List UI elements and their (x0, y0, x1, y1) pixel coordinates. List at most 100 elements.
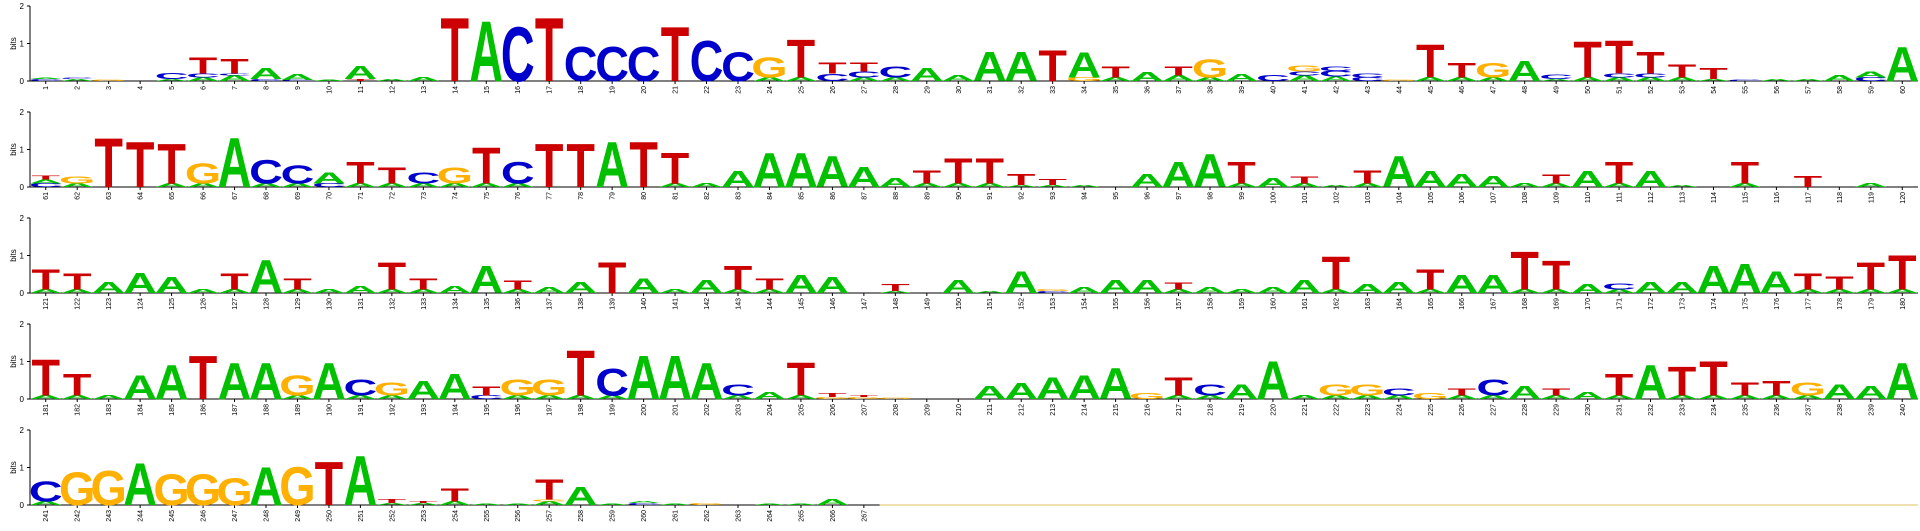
glyph-T-pos-90: T (944, 150, 973, 191)
x-tick-label: 76 (515, 192, 522, 200)
glyph-A-pos-93: A (1036, 185, 1070, 188)
x-tick-label: 74 (452, 192, 459, 200)
glyph-A-pos-75: A (469, 182, 503, 188)
glyph-A-pos-91: A (973, 182, 1007, 188)
glyph-A-pos-51: A (1602, 76, 1636, 82)
x-tick-label: 236 (1774, 404, 1781, 416)
glyph-G-pos-153: G (1034, 289, 1070, 292)
glyph-C-pos-22: C (690, 31, 724, 95)
x-tick-label: 105 (1428, 192, 1435, 204)
glyph-T-pos-50: T (1573, 31, 1602, 89)
glyph-T-pos-144: T (755, 275, 784, 292)
x-tick-label: 167 (1491, 298, 1498, 310)
x-tick-label: 186 (201, 404, 208, 416)
x-tick-label: 94 (1082, 192, 1089, 200)
x-tick-label: 228 (1522, 404, 1529, 416)
glyph-A-pos-90: A (941, 182, 975, 188)
x-tick-label: 138 (578, 298, 585, 310)
x-tick-label: 83 (736, 192, 743, 200)
x-tick-label: 135 (484, 298, 491, 310)
glyph-G-pos-197: G (531, 374, 567, 400)
glyph-A-pos-27: A (847, 76, 881, 82)
x-tick-label: 78 (578, 192, 585, 200)
x-tick-label: 252 (389, 510, 396, 522)
x-tick-label: 123 (106, 298, 113, 310)
glyph-A-pos-255: A (469, 504, 503, 506)
glyph-A-pos-241: A (29, 500, 63, 506)
glyph-A-pos-231: A (1602, 394, 1636, 400)
glyph-A-pos-239: A (1854, 383, 1888, 404)
x-tick-label: 177 (1805, 298, 1812, 310)
x-tick-label: 79 (610, 192, 617, 200)
x-tick-label: 195 (484, 404, 491, 416)
x-tick-label: 207 (861, 404, 868, 416)
x-tick-label: 60 (1900, 86, 1907, 94)
y-tick-label: 2 (20, 214, 25, 223)
x-tick-label: 39 (1239, 86, 1246, 94)
glyph-A-pos-181: A (29, 394, 63, 400)
x-tick-label: 137 (547, 298, 554, 310)
glyph-T-pos-37: T (1164, 64, 1193, 78)
glyph-A-pos-218: A (1193, 394, 1227, 400)
glyph-T-pos-91: T (975, 150, 1004, 191)
glyph-C-pos-23: C (721, 44, 755, 90)
x-tick-label: 125 (169, 298, 176, 310)
x-tick-label: 230 (1585, 404, 1592, 416)
glyph-A-pos-58: A (1822, 74, 1856, 83)
x-tick-label: 220 (1270, 404, 1277, 416)
x-tick-label: 43 (1365, 86, 1372, 94)
x-tick-label: 15 (484, 86, 491, 94)
glyph-A-pos-217: A (1162, 394, 1196, 400)
y-tick-label: 1 (20, 252, 25, 261)
glyph-C-pos-153: C (1036, 291, 1070, 294)
glyph-A-pos-190: A (312, 353, 346, 411)
x-tick-label: 67 (232, 192, 239, 200)
glyph-A-pos-62: A (60, 182, 94, 188)
glyph-A-pos-67: A (218, 123, 252, 202)
y-tick-label: 0 (20, 183, 25, 192)
x-tick-label: 32 (1019, 86, 1026, 94)
glyph-A-pos-171: A (1602, 288, 1636, 294)
glyph-A-pos-227: A (1476, 394, 1510, 400)
glyph-C-pos-199: C (595, 361, 629, 405)
x-tick-label: 4 (138, 86, 145, 90)
x-tick-label: 267 (861, 510, 868, 522)
glyph-A-pos-266: A (816, 498, 850, 507)
glyph-T-pos-121: T (31, 264, 60, 296)
x-tick-label: 24 (767, 86, 774, 94)
x-tick-label: 225 (1428, 404, 1435, 416)
glyph-T-pos-45: T (1416, 35, 1445, 87)
y-tick-label: 0 (20, 501, 25, 510)
x-tick-label: 99 (1239, 192, 1246, 200)
glyph-C-pos-241: C (29, 476, 63, 508)
x-tick-label: 143 (736, 298, 743, 310)
glyph-A-pos-10: A (312, 79, 346, 81)
glyph-A-pos-223: A (1350, 394, 1384, 400)
x-tick-label: 133 (421, 298, 428, 310)
x-tick-label: 147 (861, 298, 868, 310)
glyph-A-pos-161: A (1288, 277, 1322, 298)
glyph-T-pos-205: T (787, 353, 816, 405)
glyph-A-pos-192: A (375, 394, 409, 400)
glyph-C-pos-2: C (60, 77, 94, 79)
x-tick-label: 120 (1900, 192, 1907, 204)
glyph-A-pos-237: A (1791, 394, 1825, 400)
glyph-G-pos-3: G (90, 80, 126, 82)
glyph-A-pos-108: A (1508, 182, 1542, 188)
glyph-A-pos-220: A (1256, 350, 1290, 411)
x-tick-label: 243 (106, 510, 113, 522)
x-tick-label: 187 (232, 404, 239, 416)
glyph-A-pos-104: A (1382, 147, 1416, 197)
x-tick-label: 56 (1774, 86, 1781, 94)
glyph-A-pos-156: A (1130, 277, 1164, 298)
x-tick-label: 129 (295, 298, 302, 310)
y-axis-label: bits (9, 37, 18, 49)
glyph-A-pos-130: A (312, 288, 346, 294)
x-tick-label: 26 (830, 86, 837, 94)
glyph-A-pos-141: A (658, 288, 692, 294)
y-tick-label: 1 (20, 40, 25, 49)
x-tick-label: 226 (1459, 404, 1466, 416)
x-tick-label: 98 (1208, 192, 1215, 200)
